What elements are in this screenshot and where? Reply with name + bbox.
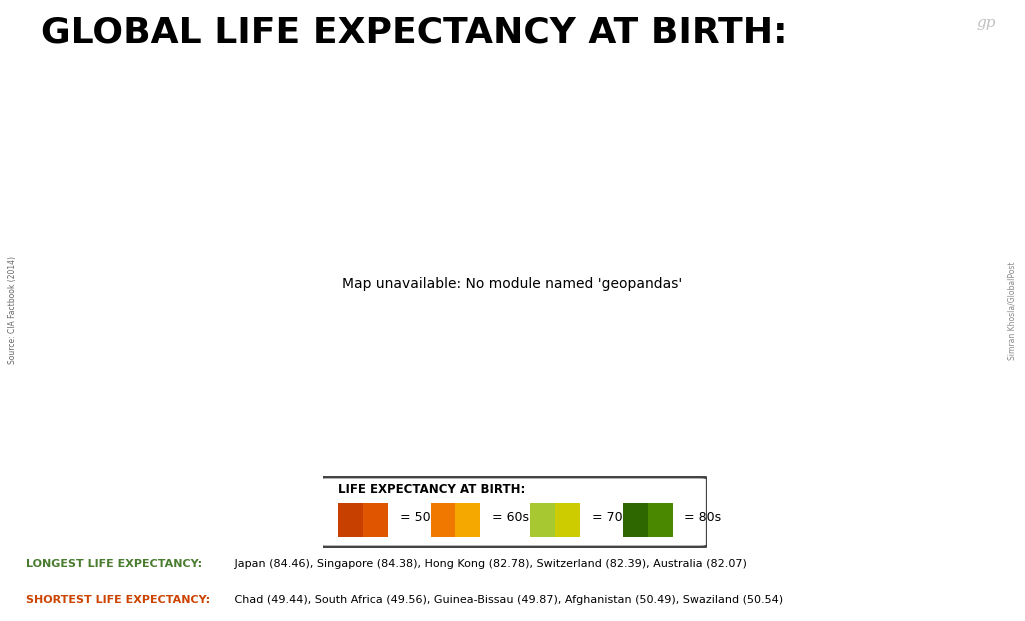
Text: = 50s: = 50s bbox=[400, 511, 437, 524]
Text: SHORTEST LIFE EXPECTANCY:: SHORTEST LIFE EXPECTANCY: bbox=[26, 596, 210, 605]
Text: gp: gp bbox=[977, 16, 996, 30]
Text: Map unavailable: No module named 'geopandas': Map unavailable: No module named 'geopan… bbox=[342, 277, 683, 291]
Bar bbox=[430, 503, 455, 537]
Text: Source: CIA Factbook (2014): Source: CIA Factbook (2014) bbox=[8, 256, 17, 365]
FancyBboxPatch shape bbox=[319, 477, 707, 547]
Bar bbox=[455, 503, 481, 537]
Text: = 60s: = 60s bbox=[492, 511, 529, 524]
Text: = 80s: = 80s bbox=[685, 511, 722, 524]
Text: Chad (49.44), South Africa (49.56), Guinea-Bissau (49.87), Afghanistan (50.49), : Chad (49.44), South Africa (49.56), Guin… bbox=[231, 596, 783, 605]
Bar bbox=[623, 503, 648, 537]
Text: = 70s: = 70s bbox=[592, 511, 629, 524]
Bar bbox=[648, 503, 672, 537]
Text: Simran Khosla/GlobalPost: Simran Khosla/GlobalPost bbox=[1008, 261, 1017, 360]
Bar bbox=[363, 503, 388, 537]
Text: Japan (84.46), Singapore (84.38), Hong Kong (82.78), Switzerland (82.39), Austra: Japan (84.46), Singapore (84.38), Hong K… bbox=[231, 559, 746, 569]
Text: LONGEST LIFE EXPECTANCY:: LONGEST LIFE EXPECTANCY: bbox=[26, 559, 202, 569]
Bar bbox=[531, 503, 556, 537]
Bar bbox=[556, 503, 580, 537]
Text: LIFE EXPECTANCY AT BIRTH:: LIFE EXPECTANCY AT BIRTH: bbox=[338, 484, 526, 496]
Text: GLOBAL LIFE EXPECTANCY AT BIRTH:: GLOBAL LIFE EXPECTANCY AT BIRTH: bbox=[41, 16, 787, 50]
Bar bbox=[338, 503, 363, 537]
